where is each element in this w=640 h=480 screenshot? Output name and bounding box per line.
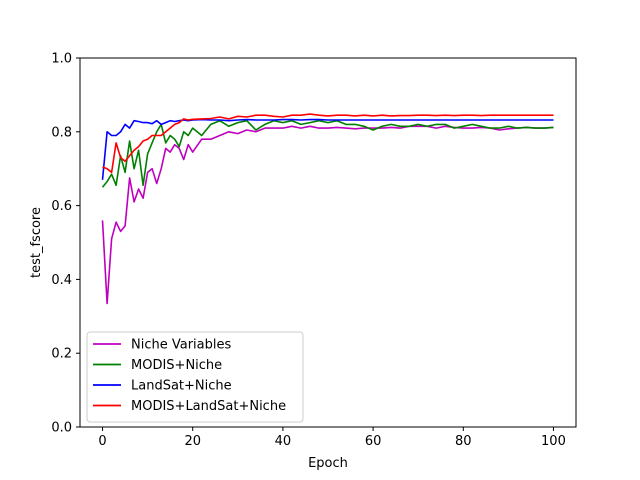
series-line-3: [101, 118, 554, 180]
y-axis-label: test_fscore: [29, 207, 44, 278]
x-tick-label: 0: [98, 434, 106, 449]
legend: Niche Variables MODIS+Niche LandSat+Niche M…: [86, 331, 304, 423]
legend-box: [86, 331, 304, 423]
x-tick-label: 80: [455, 434, 472, 449]
series-line-1: [101, 125, 554, 305]
y-tick-label: 0.4: [51, 273, 72, 288]
y-tick-label: 0.2: [51, 347, 72, 362]
series-layer: [101, 113, 554, 305]
y-tick-label: 0.8: [51, 125, 72, 140]
y-axis-ticks: 0.0 0.2 0.4 0.6 0.8 1.0: [51, 52, 80, 436]
series-line-4: [102, 113, 554, 174]
series-line-2: [101, 119, 554, 188]
y-tick-label: 0.0: [51, 421, 72, 436]
legend-label-3: LandSat+Niche: [131, 379, 232, 394]
x-axis-label: Epoch: [308, 456, 348, 471]
x-tick-label: 20: [184, 434, 201, 449]
x-axis-ticks: 0 20 40 60 80 100: [98, 427, 566, 449]
y-tick-label: 0.6: [51, 199, 72, 214]
x-tick-label: 60: [365, 434, 382, 449]
x-tick-label: 100: [541, 434, 566, 449]
y-tick-label: 1.0: [51, 52, 72, 67]
legend-label-1: Niche Variables: [131, 338, 231, 353]
legend-label-2: MODIS+Niche: [131, 358, 222, 373]
legend-label-4: MODIS+LandSat+Niche: [131, 399, 286, 414]
plot-frame: [79, 57, 577, 428]
x-tick-label: 40: [275, 434, 292, 449]
